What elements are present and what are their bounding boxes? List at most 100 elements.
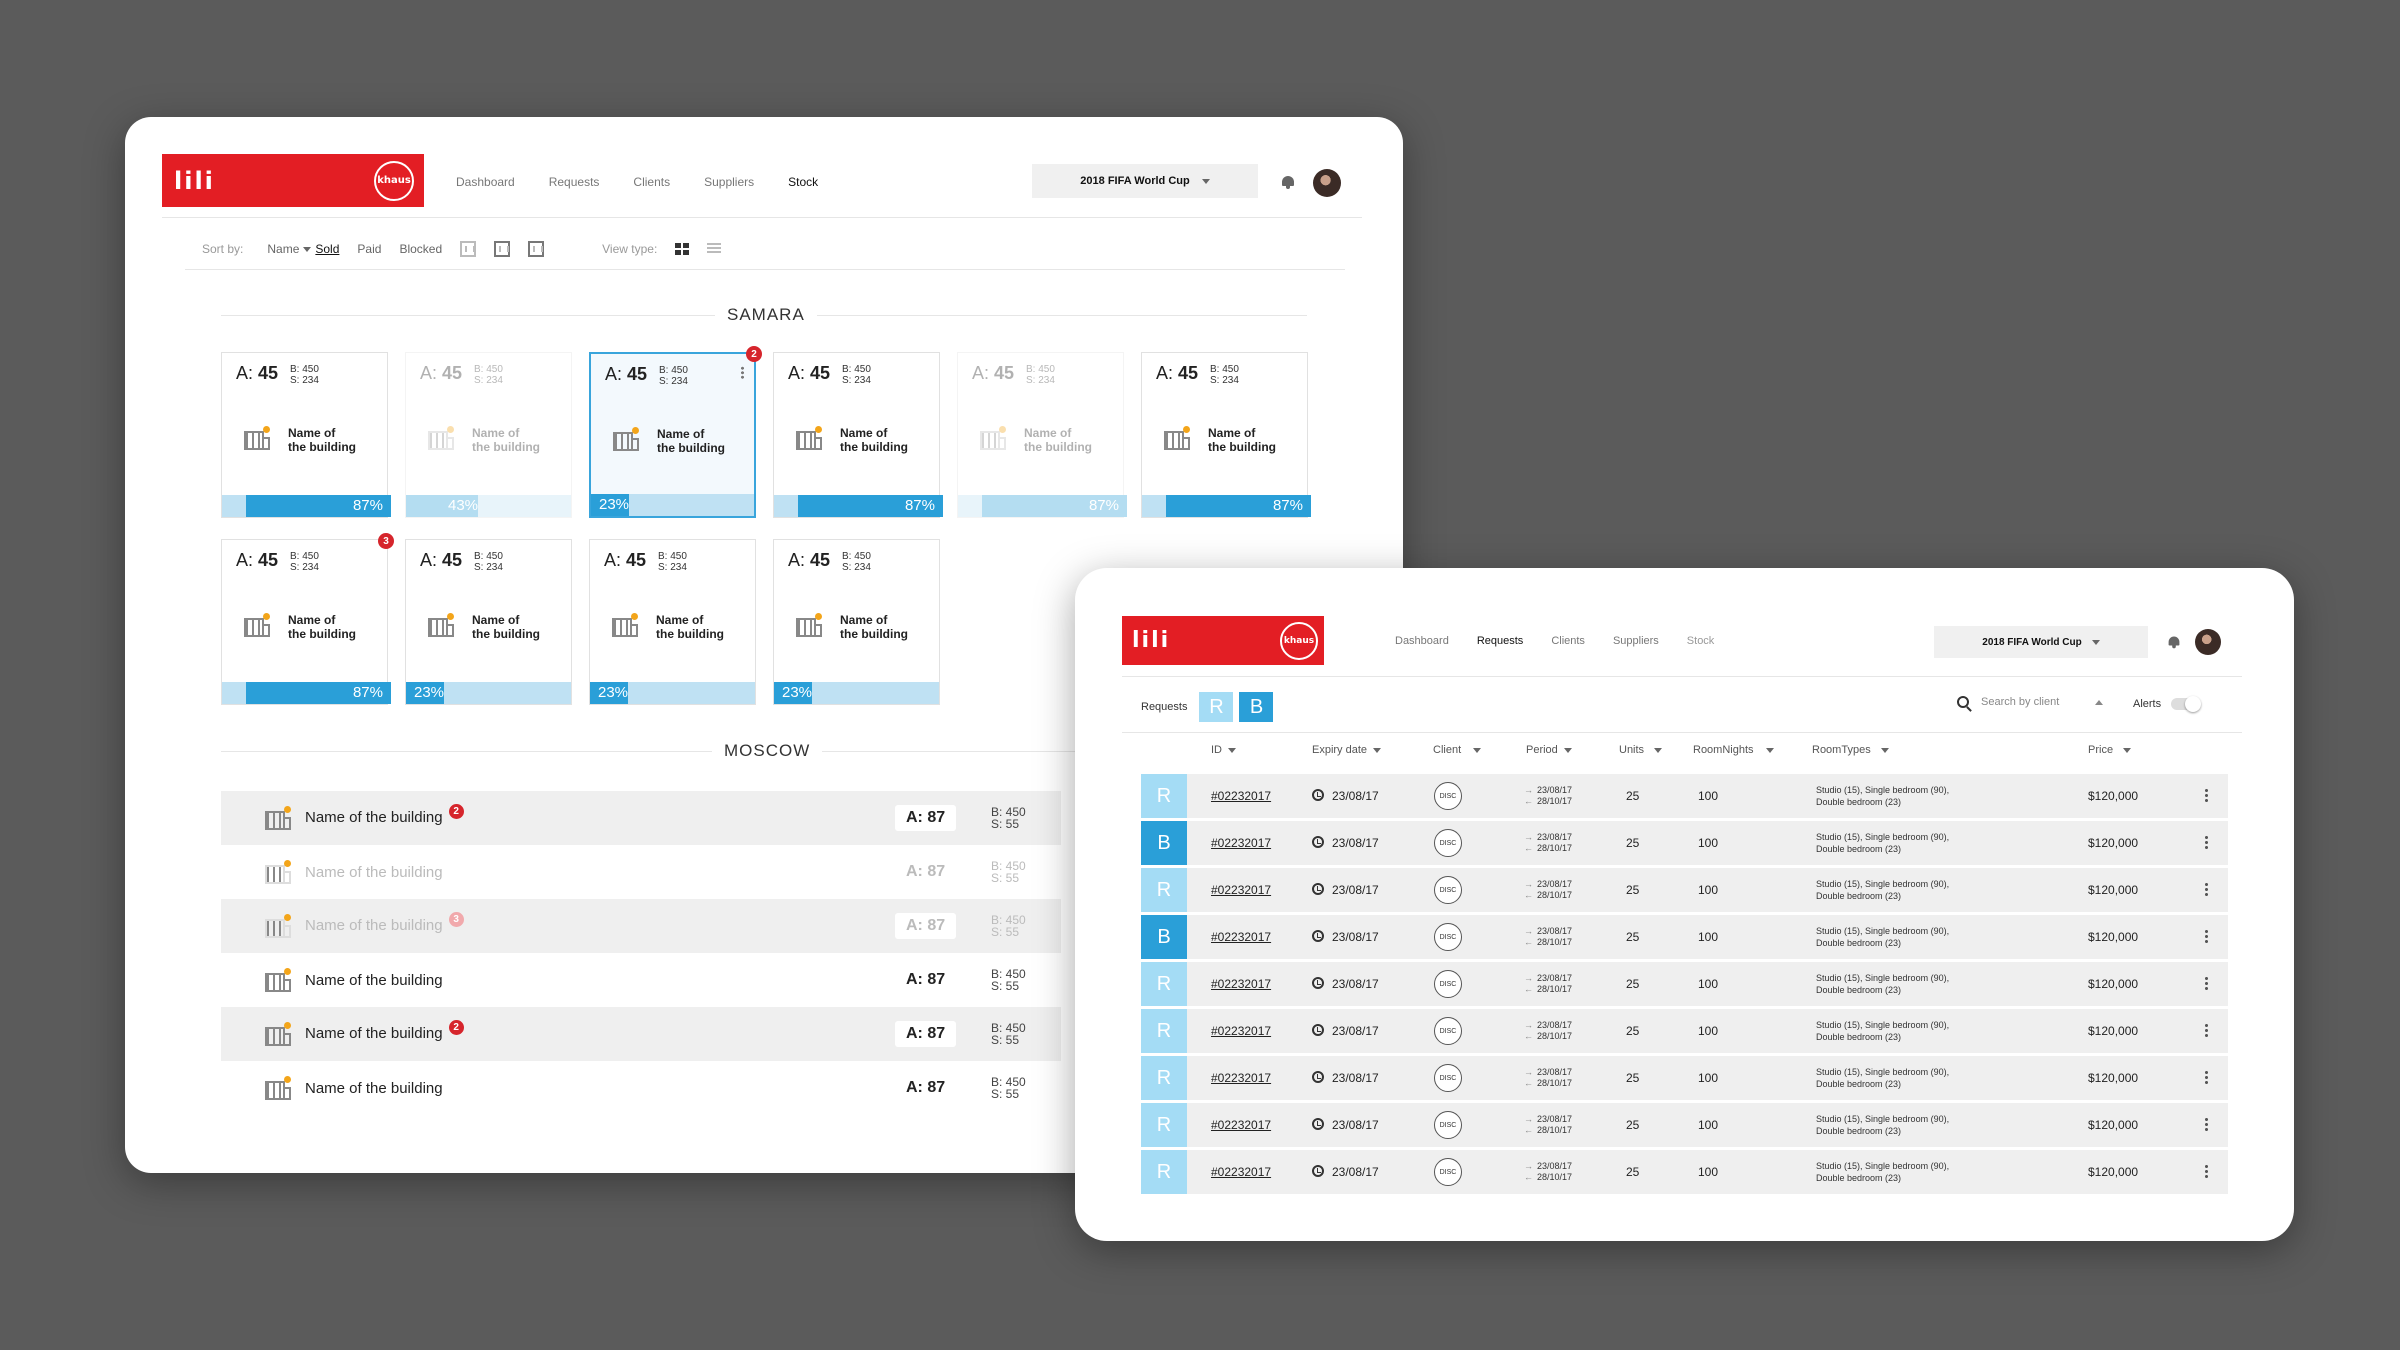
building-card[interactable]: A: 45 B: 450 S: 234 Name of the building 87% [1141,352,1311,518]
client-logo[interactable]: DISC [1434,1017,1462,1045]
request-id-link[interactable]: #02232017 [1211,930,1272,944]
nav-clients[interactable]: Clients [1551,635,1585,647]
client-logo[interactable]: DISC [1434,1064,1462,1092]
client-logo[interactable]: DISC [1434,876,1462,904]
table-row[interactable]: R #02232017 23/08/17 DISC → 23/08/17 ← 28/10/17… [1141,774,2228,818]
client-logo[interactable]: DISC [1434,1158,1462,1186]
client-logo[interactable]: DISC [1434,782,1462,810]
more-icon[interactable] [2205,835,2208,849]
alerts-toggle[interactable] [2171,696,2202,712]
table-row[interactable]: R #02232017 23/08/17 DISC → 23/08/17 ← 28/10/17… [1141,1009,2228,1053]
building-card[interactable]: A: 45 B: 450 S: 234 Name of the building 43% [405,352,572,518]
request-id-link[interactable]: #02232017 [1211,1024,1272,1038]
event-selector[interactable]: 2018 FIFA World Cup [1032,164,1258,198]
sort-sold[interactable]: Sold [315,242,340,256]
building-card[interactable]: A: 45 B: 450 S: 234 Name of the building 23% [589,539,756,705]
more-icon[interactable] [2205,882,2208,896]
more-icon[interactable] [2205,1070,2208,1084]
client-logo[interactable]: DISC [1434,923,1462,951]
nav-stock[interactable]: Stock [788,175,819,189]
building-row[interactable]: Name of the building A: 87 B: 450 S: 55 [221,1061,1061,1115]
nav-requests[interactable]: Requests [1476,635,1524,647]
building-row[interactable]: Name of the building 2 A: 87 B: 450 S: 55 [221,791,1061,845]
table-row[interactable]: R #02232017 23/08/17 DISC → 23/08/17 ← 28/10/17… [1141,868,2228,912]
building-card[interactable]: A: 45 B: 450 S: 234 Name of the building 23% [773,539,940,705]
building-row[interactable]: Name of the building 2 A: 87 B: 450 S: 55 [221,1007,1061,1061]
building-card[interactable]: A: 45 B: 450 S: 234 Name of the building 87% [957,352,1127,518]
col-price[interactable]: Price [2088,744,2132,756]
bell-icon[interactable] [1281,174,1295,189]
building-row[interactable]: Name of the building A: 87 B: 450 S: 55 [221,845,1061,899]
more-icon[interactable] [2205,976,2208,990]
more-icon[interactable] [741,366,744,379]
client-logo[interactable]: DISC [1434,1111,1462,1139]
app-logo[interactable]: lili khaus [1122,616,1324,665]
col-expiry[interactable]: Expiry date [1312,744,1382,756]
app-logo[interactable]: lili khaus [162,154,424,207]
request-id-link[interactable]: #02232017 [1211,1071,1272,1085]
tab-r[interactable]: R [1199,692,1234,722]
filter-building-icon[interactable] [460,241,477,257]
nav-clients[interactable]: Clients [633,175,671,189]
building-card[interactable]: A: 45 B: 450 S: 234 Name of the building 87% [773,352,943,518]
available-count: A: 45 [604,550,647,570]
client-logo[interactable]: DISC [1434,829,1462,857]
request-id-link[interactable]: #02232017 [1211,836,1272,850]
table-row[interactable]: B #02232017 23/08/17 DISC → 23/08/17 ← 28/10/17… [1141,821,2228,865]
table-row[interactable]: B #02232017 23/08/17 DISC → 23/08/17 ← 28/10/17… [1141,915,2228,959]
table-row[interactable]: R #02232017 23/08/17 DISC → 23/08/17 ← 28/10/17… [1141,962,2228,1006]
avatar[interactable] [2195,629,2221,655]
nav-suppliers[interactable]: Suppliers [1612,635,1659,647]
table-row[interactable]: R #02232017 23/08/17 DISC → 23/08/17 ← 28/10/17… [1141,1056,2228,1100]
request-id-link[interactable]: #02232017 [1211,1118,1272,1132]
request-id-link[interactable]: #02232017 [1211,977,1272,991]
nav-requests[interactable]: Requests [548,175,600,189]
building-card[interactable]: A: 45 B: 450 S: 234 Name of the building 87% [221,352,391,518]
building-card[interactable]: A: 45 B: 450 S: 234 Name of the building 23% [405,539,572,705]
more-icon[interactable] [2205,1023,2208,1037]
building-card[interactable]: A: 45 B: 450 S: 234 Name of the building 23% [589,352,756,518]
request-id-link[interactable]: #02232017 [1211,789,1272,803]
request-id-link[interactable]: #02232017 [1211,1165,1272,1179]
building-row[interactable]: Name of the building 3 A: 87 B: 450 S: 55 [221,899,1061,953]
search-by-client[interactable]: Search by client [1957,696,2104,708]
col-period[interactable]: Period [1526,744,1572,756]
col-client[interactable]: Client [1433,744,1482,756]
room-types: Studio (15), Single bedroom (90), Double … [1816,1067,1950,1089]
filter-building-star-icon[interactable] [528,241,545,257]
nav-stock[interactable]: Stock [1686,635,1715,647]
col-roomnights[interactable]: RoomNights [1693,744,1774,756]
nav-suppliers[interactable]: Suppliers [704,175,755,189]
chevron-up-icon[interactable] [2095,699,2104,705]
col-units[interactable]: Units [1619,744,1663,756]
more-icon[interactable] [2205,929,2208,943]
grid-view-icon[interactable] [675,243,690,255]
sort-name[interactable]: Name [267,242,300,256]
building-row[interactable]: Name of the building A: 87 B: 450 S: 55 [221,953,1061,1007]
list-view-icon[interactable] [707,243,722,255]
sort-paid[interactable]: Paid [357,242,382,256]
more-icon[interactable] [2205,1117,2208,1131]
bell-icon[interactable] [2168,635,2181,649]
client-logo[interactable]: DISC [1434,970,1462,998]
event-selector[interactable]: 2018 FIFA World Cup [1934,626,2148,658]
sort-blocked[interactable]: Blocked [399,242,443,256]
nav-dashboard[interactable]: Dashboard [456,175,515,189]
building-name: Name of the building 3 [305,912,464,935]
building-card[interactable]: A: 45 B: 450 S: 234 Name of the building 87% [221,539,391,705]
tab-b[interactable]: B [1239,692,1274,722]
sort-chevron-icon[interactable] [303,246,312,252]
table-row[interactable]: R #02232017 23/08/17 DISC → 23/08/17 ← 28/10/17… [1141,1103,2228,1147]
more-icon[interactable] [2205,788,2208,802]
col-roomtypes[interactable]: RoomTypes [1812,744,1889,756]
request-id-link[interactable]: #02232017 [1211,883,1272,897]
avatar[interactable] [1313,169,1341,197]
search-input[interactable]: Search by client [1981,696,2060,708]
more-icon[interactable] [2205,1164,2208,1178]
table-row[interactable]: R #02232017 23/08/17 DISC → 23/08/17 ← 28/10/17… [1141,1150,2228,1194]
occupancy-fill [406,495,478,517]
filter-building-tall-icon[interactable] [494,241,511,257]
col-id[interactable]: ID [1211,744,1236,756]
nav-dashboard[interactable]: Dashboard [1395,635,1449,647]
alarm-clock-icon [1312,1165,1324,1177]
